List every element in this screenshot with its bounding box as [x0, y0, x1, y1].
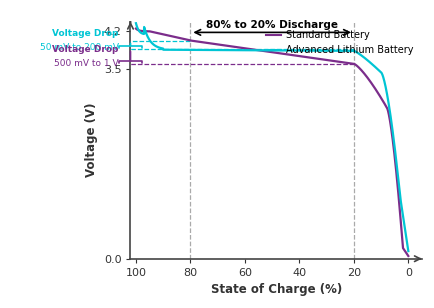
Y-axis label: Voltage (V): Voltage (V): [85, 103, 98, 177]
Text: 50 mV to 200 mV: 50 mV to 200 mV: [40, 43, 118, 52]
Text: 80% to 20% Discharge: 80% to 20% Discharge: [206, 20, 337, 30]
Text: 500 mV to 1 V: 500 mV to 1 V: [54, 59, 118, 67]
Text: Voltage Drop: Voltage Drop: [53, 45, 118, 54]
Text: Voltage Drop: Voltage Drop: [53, 29, 118, 38]
X-axis label: State of Charge (%): State of Charge (%): [210, 283, 341, 296]
Legend: Standard Battery, Advanced Lithium Battery: Standard Battery, Advanced Lithium Batte…: [262, 26, 416, 59]
